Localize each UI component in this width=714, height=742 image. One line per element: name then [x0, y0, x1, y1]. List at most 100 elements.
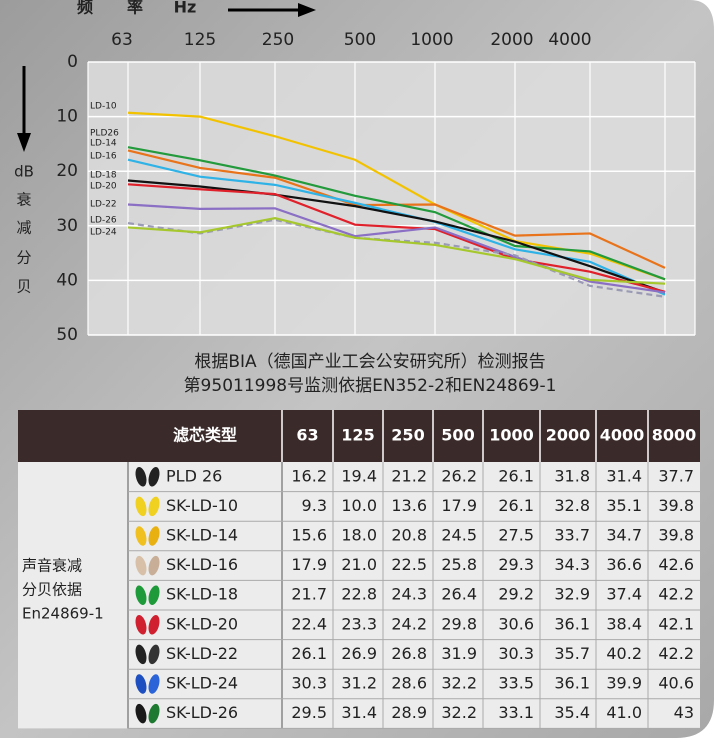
- series-label: LD-22: [90, 200, 117, 210]
- row-name: SK-LD-26: [166, 703, 238, 722]
- table-cell: 35.4: [554, 703, 590, 722]
- table-cell: 30.3: [498, 644, 534, 663]
- x-arrow-head: [298, 3, 316, 17]
- table-header-cell: 250: [391, 426, 424, 445]
- row-name: SK-LD-14: [166, 526, 238, 545]
- table-cell: 31.4: [341, 703, 377, 722]
- plug-icon: [135, 467, 147, 487]
- y-tick-label: 10: [56, 107, 78, 127]
- plug-icon: [148, 674, 160, 694]
- plug-icon: [148, 496, 160, 517]
- table-header-cell: 4000: [600, 426, 645, 445]
- table-cell: 9.3: [302, 496, 327, 515]
- table-header-cell: 125: [341, 426, 374, 445]
- table-cell: 28.9: [391, 703, 427, 722]
- y-axis-title: 分: [16, 249, 31, 267]
- table-cell: 26.1: [498, 466, 534, 485]
- table-cell: 42.2: [658, 585, 694, 604]
- table-cell: 19.4: [341, 466, 377, 485]
- table-cell: 33.5: [498, 674, 534, 693]
- note: 根据BIA（德国产业工会公安研究所）检测报告: [194, 352, 545, 372]
- plot-area: [88, 62, 695, 335]
- table-cell: 22.4: [291, 614, 327, 633]
- table-cell: 10.0: [341, 496, 377, 515]
- table-cell: 23.3: [341, 614, 377, 633]
- row-name: SK-LD-10: [166, 496, 238, 515]
- x-tick-label: 250: [262, 30, 294, 50]
- series-line: [127, 146, 666, 281]
- row-name: SK-LD-22: [166, 644, 238, 663]
- x-tick-label: 2000: [490, 30, 533, 50]
- table-cell: 35.7: [554, 644, 590, 663]
- plug-icon: [148, 615, 160, 635]
- table-cell: 26.1: [291, 644, 327, 663]
- table-cell: 36.1: [554, 674, 590, 693]
- table-cell: 25.8: [441, 555, 477, 574]
- plug-icon: [135, 496, 147, 517]
- plug-icon: [135, 644, 147, 665]
- series-line: [127, 158, 666, 296]
- y-arrow-head: [17, 133, 31, 152]
- row-name: SK-LD-16: [166, 555, 238, 574]
- table-cell: 29.3: [498, 555, 534, 574]
- table-cell: 24.2: [391, 614, 427, 633]
- table-cell: 33.7: [554, 526, 590, 545]
- table-cell: 39.8: [658, 496, 694, 515]
- y-axis-title: dB: [14, 163, 34, 181]
- y-axis-title: 衰: [16, 191, 31, 209]
- group-label: En24869-1: [22, 605, 104, 623]
- table-cell: 28.6: [391, 674, 427, 693]
- table-cell: 26.2: [441, 466, 477, 485]
- plug-icon: [148, 555, 160, 576]
- series-label: LD-20: [90, 182, 117, 192]
- table-cell: 33.1: [498, 703, 534, 722]
- y-tick-label: 20: [56, 161, 78, 181]
- table-cell: 21.0: [341, 555, 377, 574]
- y-tick-label: 30: [56, 216, 78, 236]
- row-name: PLD 26: [166, 466, 222, 485]
- plug-icon: [135, 526, 147, 546]
- table-cell: 30.3: [291, 674, 327, 693]
- table-header-cell: 500: [441, 426, 474, 445]
- x-tick-label: 125: [184, 30, 216, 50]
- table-cell: 22.5: [391, 555, 427, 574]
- plug-icon: [148, 585, 160, 605]
- x-axis-title: Hz: [174, 0, 197, 17]
- series-label: LD-24: [90, 228, 117, 238]
- plug-icon: [135, 555, 147, 576]
- plug-icon: [148, 644, 160, 665]
- table-cell: 34.3: [554, 555, 590, 574]
- table-cell: 30.6: [498, 614, 534, 633]
- table-cell: 38.4: [606, 614, 642, 633]
- plug-icon: [135, 585, 147, 605]
- note: 第95011998号监测依据EN352-2和EN24869-1: [184, 376, 557, 396]
- plug-icon: [135, 615, 147, 635]
- series-label: LD-18: [90, 171, 117, 181]
- table-cell: 37.4: [606, 585, 642, 604]
- series-label: PLD26: [90, 129, 119, 139]
- table-cell: 21.2: [391, 466, 427, 485]
- table-cell: 40.6: [658, 674, 694, 693]
- table-cell: 36.6: [606, 555, 642, 574]
- series-label: LD-26: [90, 216, 117, 226]
- table-body-bg: [18, 462, 700, 729]
- table-cell: 32.2: [441, 703, 477, 722]
- series-label: LD-14: [90, 139, 117, 149]
- plug-icon: [148, 703, 160, 724]
- series-line: [127, 183, 666, 293]
- table-cell: 29.8: [441, 614, 477, 633]
- table-header-cell: 63: [296, 426, 318, 445]
- table-cell: 17.9: [441, 496, 477, 515]
- table-cell: 31.9: [441, 644, 477, 663]
- table-cell: 37.7: [658, 466, 694, 485]
- table-header-cell: 2000: [546, 426, 591, 445]
- table-cell: 13.6: [391, 496, 427, 515]
- table-cell: 40.2: [606, 644, 642, 663]
- x-axis-title: 率: [127, 0, 143, 17]
- table-cell: 41.0: [606, 703, 642, 722]
- group-label: 声音衰减: [22, 557, 82, 575]
- y-tick-label: 40: [56, 270, 78, 290]
- table-cell: 18.0: [341, 526, 377, 545]
- row-name: SK-LD-20: [166, 614, 238, 633]
